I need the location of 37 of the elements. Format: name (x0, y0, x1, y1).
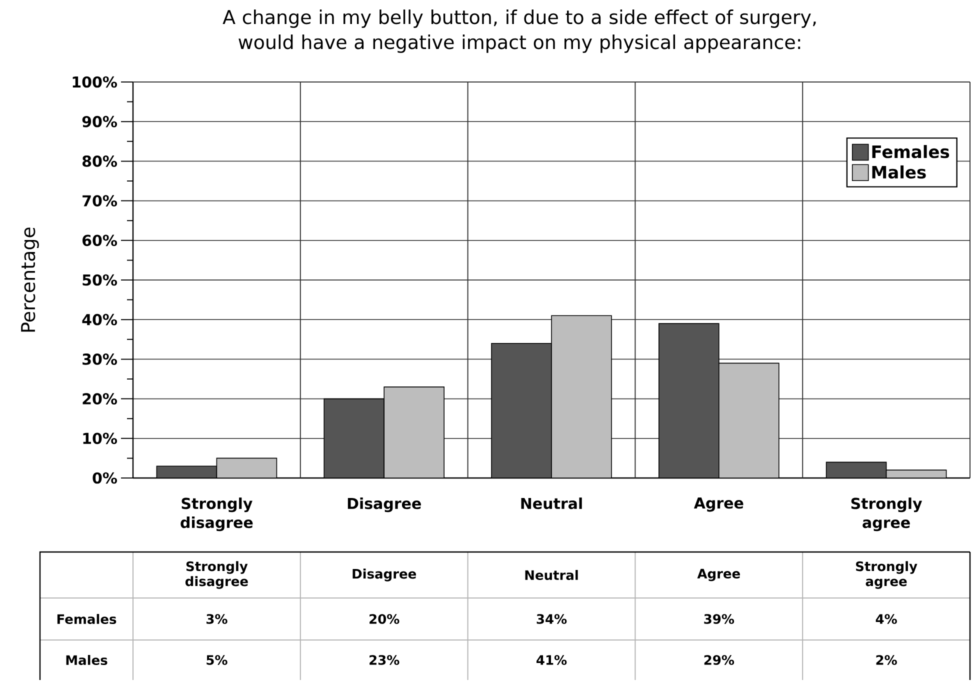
text: Females (57, 614, 116, 624)
y-tick-label: 10% (83, 432, 118, 444)
data-label: 23% (370, 655, 400, 665)
y-tick-label: 80% (82, 156, 118, 167)
y-tick-label: 40% (82, 314, 118, 326)
x-tick-label: Agree (694, 498, 744, 512)
x-tick-label: Strongly disagree (180, 498, 253, 532)
category-label: Neutral (525, 570, 578, 580)
data-label: 39% (704, 614, 734, 624)
y-axis-title: Percentage (21, 228, 39, 332)
y-tick-label: 90% (82, 116, 118, 128)
chart-title: A change in my belly button, if due to a side effect of surgery, would have a negative impact on my physical appearance: (222, 10, 816, 53)
x-tick-label: Neutral (521, 498, 582, 510)
data-label: 2% (876, 655, 897, 665)
data-label: 34% (536, 614, 567, 624)
data-label: 20% (370, 614, 400, 624)
y-tick-label: 20% (82, 393, 118, 404)
data-label: 5% (206, 655, 228, 665)
y-tick-label: 50% (82, 274, 118, 286)
y-tick-label: 30% (82, 354, 118, 365)
legend-label: Males (872, 165, 926, 179)
category-label: Strongly disagree (185, 561, 248, 589)
y-tick-label: 100% (72, 76, 118, 88)
x-tick-label: Strongly agree (851, 498, 922, 532)
x-tick-label: Disagree (348, 498, 421, 512)
category-label: Strongly agree (856, 561, 918, 589)
legend-label: Females (872, 145, 950, 158)
y-tick-label: 60% (82, 234, 118, 246)
data-label: 41% (536, 655, 567, 665)
category-label: Agree (697, 568, 740, 582)
y-tick-label: 70% (82, 195, 118, 206)
category-label: Disagree (352, 568, 416, 582)
data-label: 3% (206, 614, 228, 624)
y-tick-label: 0% (92, 472, 117, 484)
text: Males (66, 654, 108, 666)
data-label: 4% (876, 614, 897, 624)
data-label: 29% (704, 655, 734, 665)
